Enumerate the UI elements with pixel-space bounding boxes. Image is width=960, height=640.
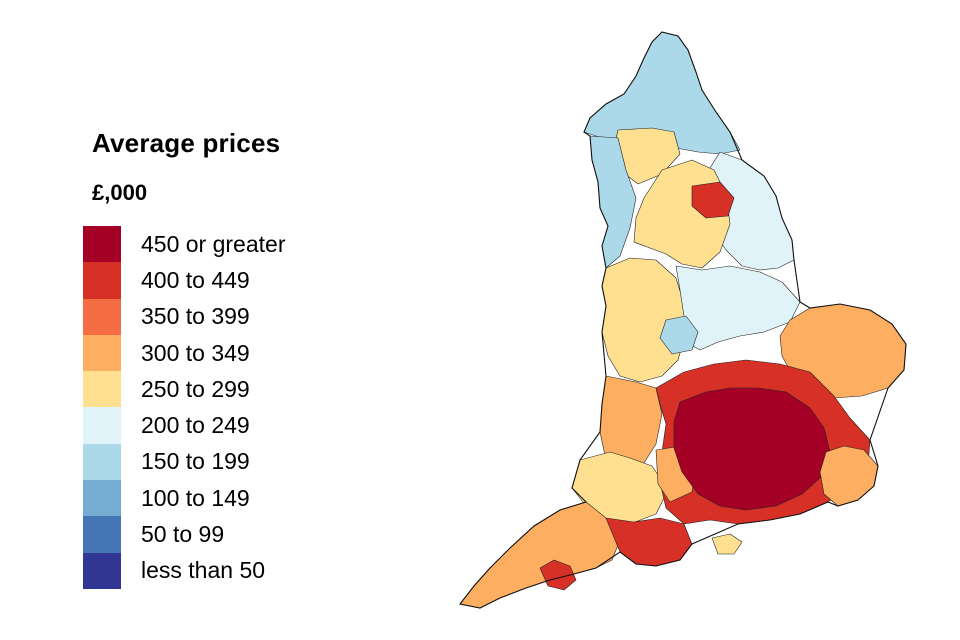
legend-item: less than 50 bbox=[83, 552, 285, 589]
legend-item: 250 to 299 bbox=[83, 371, 285, 408]
region-poole-spot bbox=[539, 559, 577, 591]
legend-label: 350 to 399 bbox=[141, 303, 250, 330]
legend-item: 100 to 149 bbox=[83, 480, 285, 517]
legend-swatch bbox=[83, 262, 121, 299]
legend-label: 300 to 349 bbox=[141, 339, 250, 366]
legend-label: 100 to 149 bbox=[141, 484, 250, 511]
legend-item: 350 to 399 bbox=[83, 298, 285, 335]
legend-item: 50 to 99 bbox=[83, 516, 285, 553]
legend-label: 250 to 299 bbox=[141, 375, 250, 402]
legend-swatch bbox=[83, 334, 121, 372]
legend: 450 or greater 400 to 449 350 to 399 300… bbox=[83, 226, 285, 589]
england-choropleth-map bbox=[459, 31, 907, 609]
region-birmingham bbox=[659, 315, 699, 355]
region-somerset bbox=[571, 451, 669, 525]
legend-label: 50 to 99 bbox=[141, 521, 225, 548]
legend-item: 150 to 199 bbox=[83, 443, 285, 481]
region-london-core bbox=[673, 387, 831, 511]
region-isle-of-wight bbox=[711, 533, 743, 555]
legend-swatch bbox=[83, 371, 121, 408]
england-outline bbox=[459, 31, 907, 609]
region-dorset bbox=[605, 517, 693, 567]
legend-unit: £,000 bbox=[92, 180, 148, 205]
legend-title: Average prices bbox=[92, 128, 281, 158]
region-cornwall-devon bbox=[459, 501, 621, 609]
legend-item: 450 or greater bbox=[83, 226, 286, 263]
legend-item: 400 to 449 bbox=[83, 262, 285, 299]
legend-swatch bbox=[83, 516, 121, 553]
legend-swatch bbox=[83, 226, 121, 263]
legend-item: 200 to 249 bbox=[83, 407, 285, 444]
region-north-yorkshire-spot bbox=[691, 181, 735, 219]
legend-label: 450 or greater bbox=[141, 230, 286, 257]
legend-swatch bbox=[83, 443, 121, 481]
legend-swatch bbox=[83, 552, 121, 589]
legend-label: less than 50 bbox=[141, 557, 266, 584]
region-kent-east bbox=[819, 445, 879, 507]
legend-label: 150 to 199 bbox=[141, 448, 250, 475]
legend-label: 200 to 249 bbox=[141, 412, 250, 439]
legend-swatch bbox=[83, 298, 121, 335]
legend-label: 400 to 449 bbox=[141, 266, 250, 293]
legend-swatch bbox=[83, 480, 121, 517]
legend-swatch bbox=[83, 407, 121, 444]
legend-item: 300 to 349 bbox=[83, 334, 285, 372]
